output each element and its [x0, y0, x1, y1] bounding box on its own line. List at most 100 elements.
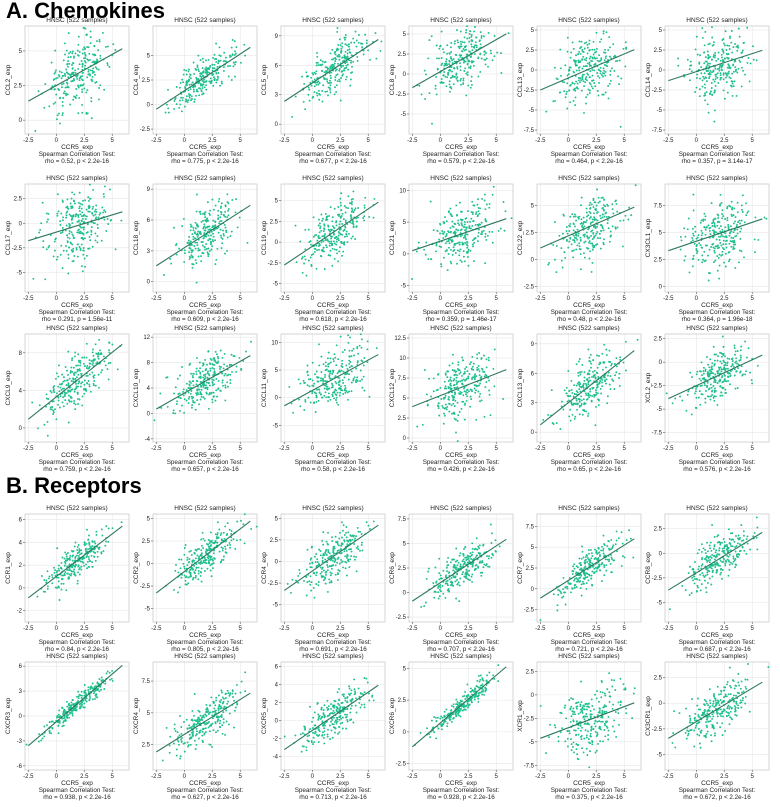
data-point	[335, 401, 338, 404]
data-point	[313, 382, 316, 385]
data-point	[80, 207, 83, 210]
data-point	[181, 225, 184, 228]
data-point	[448, 90, 451, 93]
data-point	[304, 258, 307, 261]
data-point	[340, 192, 343, 195]
data-point	[42, 246, 45, 249]
data-point	[610, 57, 613, 60]
data-point	[101, 206, 104, 209]
data-point	[563, 81, 566, 84]
data-point	[689, 60, 692, 63]
data-point	[71, 217, 74, 220]
data-point	[719, 242, 722, 244]
y-axis-label: CX3CL1_exp	[645, 218, 652, 257]
data-point	[85, 208, 88, 211]
data-point	[88, 383, 91, 386]
data-point	[707, 69, 710, 72]
data-point	[95, 81, 98, 83]
data-point	[56, 193, 59, 196]
data-point	[188, 257, 191, 260]
data-point	[436, 388, 439, 391]
data-point	[229, 379, 232, 381]
data-point	[81, 65, 84, 68]
data-point	[87, 199, 90, 202]
data-point	[473, 238, 476, 240]
data-point	[734, 266, 737, 269]
data-point	[330, 64, 333, 67]
data-point	[578, 385, 581, 388]
data-point	[326, 357, 329, 360]
data-point	[212, 224, 214, 227]
data-point	[66, 82, 69, 85]
data-point	[434, 84, 437, 87]
data-point	[209, 238, 212, 241]
data-point	[185, 73, 188, 76]
data-point	[220, 210, 222, 213]
data-point	[201, 244, 204, 247]
data-point	[80, 60, 83, 62]
y-tick-label: 9	[275, 34, 279, 40]
data-point	[545, 110, 548, 113]
y-tick-label: 2.5	[398, 52, 407, 58]
data-point	[466, 37, 469, 40]
data-point	[89, 30, 92, 33]
data-point	[338, 250, 341, 253]
data-point	[335, 224, 338, 227]
data-point	[234, 211, 237, 214]
data-point	[220, 219, 223, 222]
data-point	[62, 405, 65, 408]
data-point	[77, 54, 80, 57]
data-point	[37, 90, 40, 93]
data-point	[356, 361, 359, 364]
data-point	[453, 369, 456, 372]
data-point	[491, 230, 494, 233]
data-point	[335, 68, 338, 71]
data-point	[92, 205, 95, 208]
data-point	[89, 197, 92, 200]
data-point	[576, 238, 579, 241]
y-tick-label: 0	[403, 252, 407, 258]
data-point	[474, 223, 477, 226]
data-point	[458, 410, 461, 413]
data-point	[84, 54, 87, 57]
data-point	[569, 236, 572, 239]
data-point	[604, 380, 607, 383]
x-tick-label: 5	[751, 138, 755, 144]
data-point	[72, 377, 74, 380]
data-point	[59, 395, 62, 398]
data-point	[334, 380, 337, 383]
data-point	[174, 244, 177, 247]
data-point	[727, 64, 730, 66]
data-point	[97, 49, 100, 52]
y-tick-label: 0	[275, 240, 279, 246]
spearman-test-label: Spearman Correlation Test:	[551, 459, 628, 466]
data-point	[466, 241, 469, 244]
y-tick-label: -2.5	[12, 246, 23, 252]
data-point	[467, 84, 470, 87]
data-point	[451, 62, 454, 65]
data-point	[73, 55, 75, 58]
data-point	[483, 53, 486, 56]
data-point	[212, 56, 215, 59]
data-point	[238, 216, 241, 219]
data-point	[335, 344, 338, 347]
data-point	[209, 213, 211, 216]
data-point	[472, 220, 475, 222]
scatter-panel-ccl8: HNSC (522 samples)-2.5 0 2.5 5-5-2.502.55CC…	[389, 17, 514, 165]
data-point	[730, 207, 733, 210]
data-point	[356, 379, 359, 382]
data-point	[588, 376, 591, 379]
data-point	[605, 366, 607, 369]
data-point	[372, 216, 375, 219]
data-point	[754, 216, 757, 219]
data-point	[63, 90, 66, 93]
data-point	[586, 93, 589, 96]
data-point	[568, 89, 571, 92]
data-point	[457, 369, 460, 372]
data-point	[470, 75, 473, 78]
y-axis-label: CCL5_exp	[261, 64, 268, 95]
data-point	[47, 246, 50, 249]
data-point	[52, 413, 55, 415]
data-point	[67, 373, 69, 376]
data-point	[715, 73, 718, 76]
